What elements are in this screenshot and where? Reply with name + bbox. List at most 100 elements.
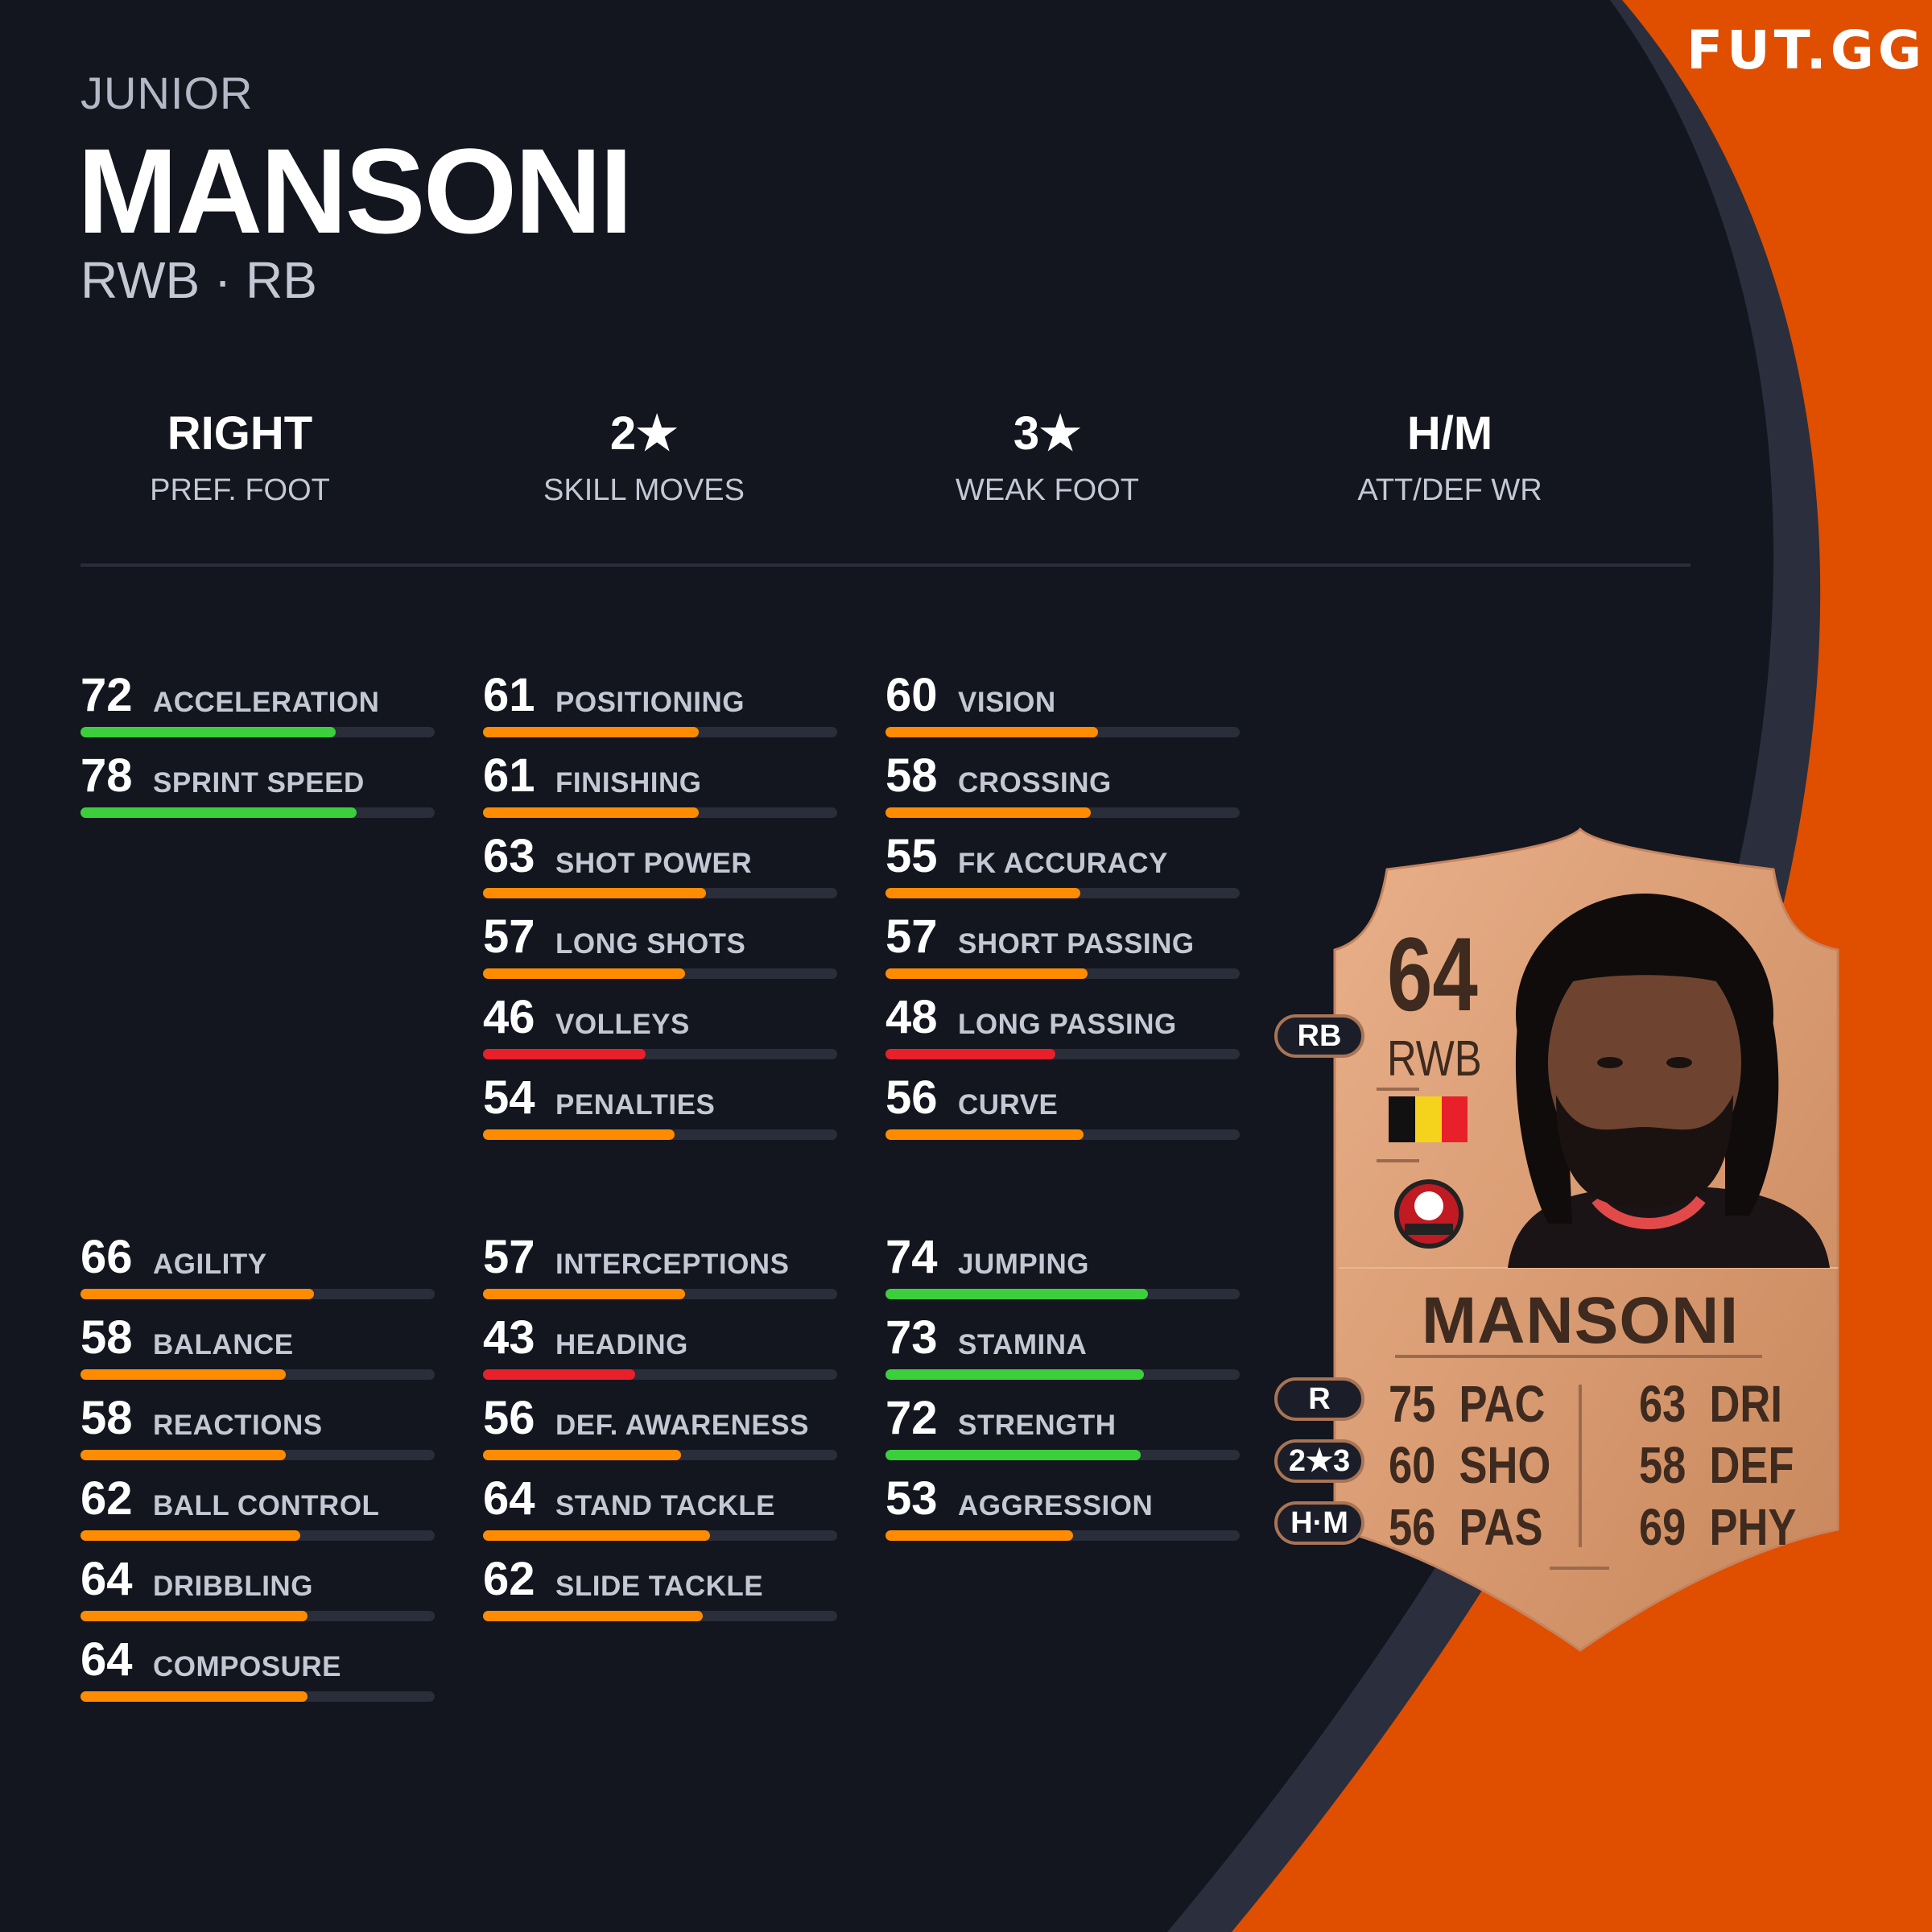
section-divider (80, 564, 1690, 567)
stat-label: VISION (958, 687, 1056, 718)
stat-row-jumping: 74 JUMPING (886, 1228, 1240, 1300)
stat-bar-track (80, 727, 435, 737)
player-last-name: MANSONI (77, 123, 633, 258)
stat-label: PAS (1459, 1498, 1543, 1556)
player-card: 64 RWB MANSONI 75 PAC 60 SHO 56 PAS 63 D… (1274, 821, 1854, 1658)
stat-row-reactions: 58 REACTIONS (80, 1389, 435, 1461)
stat-bar-fill (483, 807, 700, 818)
stat-value: 78 (80, 749, 133, 802)
stat-bar-track (483, 807, 837, 818)
stat-value: 72 (886, 1392, 938, 1444)
card-name: MANSONI (1421, 1284, 1740, 1357)
stat-label: CROSSING (958, 767, 1112, 799)
stat-bar-track (80, 1289, 435, 1299)
stat-row-long-passing: 48 LONG PASSING (886, 988, 1240, 1060)
skill-weak-pill: 2★3 (1274, 1439, 1364, 1483)
stat-bar-fill (886, 1450, 1141, 1460)
stat-bar-fill (80, 727, 336, 737)
stat-value: 56 (886, 1071, 938, 1124)
stat-row-finishing: 61 FINISHING (483, 746, 837, 819)
stat-bar-track (483, 1369, 837, 1380)
stat-bar-fill (483, 1369, 636, 1380)
stat-row-vision: 60 VISION (886, 666, 1240, 738)
stat-label: BALL CONTROL (153, 1490, 380, 1521)
stat-value: 69 (1639, 1498, 1686, 1556)
stat-bar-track (886, 807, 1240, 818)
stat-bar-track (886, 1369, 1240, 1380)
stat-bar-track (483, 727, 837, 737)
stat-bar-track (886, 1129, 1240, 1140)
foot-pill: R (1274, 1377, 1364, 1421)
stat-bar-track (886, 1049, 1240, 1059)
stat-value: 55 (886, 830, 938, 882)
stat-value: 58 (1639, 1436, 1686, 1494)
stat-bar-fill (886, 1369, 1145, 1380)
info-weak-foot: 3★ WEAK FOOT (886, 411, 1208, 506)
stat-value: 60 (1389, 1436, 1436, 1494)
stat-label: SHOT POWER (555, 848, 753, 879)
fut-gg-logo: FUT.GG (1686, 19, 1926, 81)
stat-value: 56 (483, 1392, 535, 1444)
stat-value: 60 (886, 669, 938, 721)
stat-value: 73 (886, 1311, 938, 1364)
stat-label: SLIDE TACKLE (555, 1571, 764, 1602)
stat-label: DEF. AWARENESS (555, 1410, 809, 1441)
info-pref-foot: RIGHT PREF. FOOT (79, 411, 401, 506)
stat-row-interceptions: 57 INTERCEPTIONS (483, 1228, 837, 1300)
info-label: ATT/DEF WR (1357, 473, 1542, 507)
card-stat-sho: 60 SHO (1389, 1439, 1550, 1491)
stat-value: 57 (886, 910, 938, 963)
stat-bar-track (886, 968, 1240, 979)
stat-row-stamina: 73 STAMINA (886, 1308, 1240, 1381)
stat-label: CURVE (958, 1089, 1059, 1121)
stat-row-ball-control: 62 BALL CONTROL (80, 1469, 435, 1542)
stat-value: 75 (1389, 1375, 1436, 1433)
card-background (1333, 827, 1839, 1652)
stat-row-heading: 43 HEADING (483, 1308, 837, 1381)
stat-row-def-awareness: 56 DEF. AWARENESS (483, 1389, 837, 1461)
stat-bar-fill (80, 1611, 308, 1621)
info-label: PREF. FOOT (150, 473, 330, 507)
stat-bar-track (80, 807, 435, 818)
stat-bar-track (483, 1129, 837, 1140)
info-work-rates: H/M ATT/DEF WR (1289, 411, 1611, 506)
stat-bar-track (80, 1691, 435, 1702)
stat-value: 43 (483, 1311, 535, 1364)
card-stat-phy: 69 PHY (1639, 1501, 1796, 1553)
stat-row-long-shots: 57 LONG SHOTS (483, 907, 837, 980)
work-rates-pill: H·M (1274, 1501, 1364, 1545)
info-value: 3★ (1013, 407, 1082, 460)
card-position: RWB (1387, 1031, 1482, 1087)
card-rating: 64 (1387, 915, 1478, 1033)
stat-row-acceleration: 72 ACCELERATION (80, 666, 435, 738)
stat-bar-track (483, 1450, 837, 1460)
stat-bar-track (886, 888, 1240, 898)
stat-row-slide-tackle: 62 SLIDE TACKLE (483, 1550, 837, 1622)
stat-row-aggression: 53 AGGRESSION (886, 1469, 1240, 1542)
stat-bar-track (886, 1530, 1240, 1541)
stat-bar-track (483, 888, 837, 898)
stat-value: 62 (483, 1553, 535, 1605)
stat-row-positioning: 61 POSITIONING (483, 666, 837, 738)
stat-row-volleys: 46 VOLLEYS (483, 988, 837, 1060)
stat-bar-fill (483, 1611, 703, 1621)
stat-bar-fill (483, 1289, 685, 1299)
stat-row-crossing: 58 CROSSING (886, 746, 1240, 819)
stat-value: 56 (1389, 1498, 1436, 1556)
alt-position-pill: RB (1274, 1014, 1364, 1058)
card-stat-pac: 75 PAC (1389, 1378, 1545, 1430)
stat-bar-fill (80, 1530, 300, 1541)
stat-label: BALANCE (153, 1329, 294, 1360)
stat-label: STRENGTH (958, 1410, 1117, 1441)
stat-bar-fill (886, 807, 1092, 818)
club-badge-icon (1394, 1179, 1463, 1249)
stat-label: JUMPING (958, 1249, 1089, 1280)
stat-label: FINISHING (555, 767, 702, 799)
stat-bar-fill (483, 1129, 675, 1140)
stat-bar-track (80, 1369, 435, 1380)
stat-bar-fill (483, 727, 700, 737)
stat-bar-fill (80, 807, 357, 818)
stat-value: 58 (80, 1392, 133, 1444)
stat-row-stand-tackle: 64 STAND TACKLE (483, 1469, 837, 1542)
stat-label: PENALTIES (555, 1089, 716, 1121)
